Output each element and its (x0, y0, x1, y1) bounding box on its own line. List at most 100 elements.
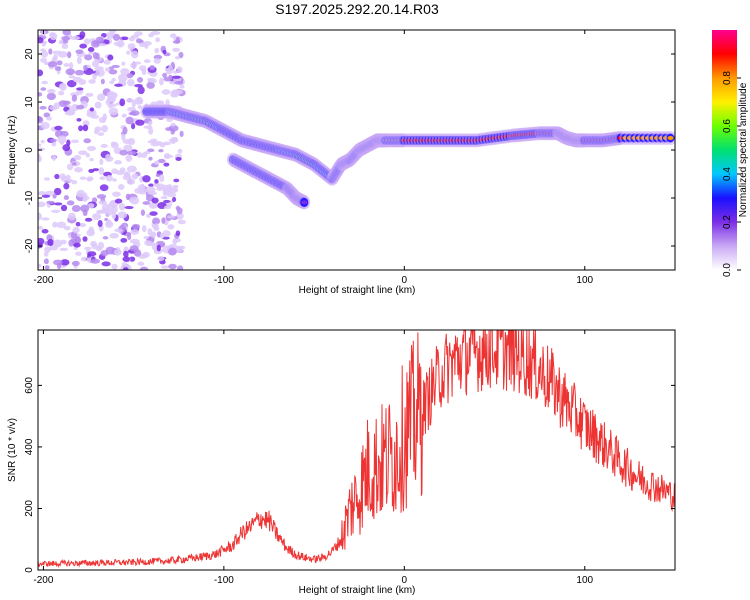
noise-blob (122, 256, 130, 263)
noise-blob (177, 148, 183, 154)
noise-blob (148, 127, 154, 135)
noise-blob (58, 39, 64, 45)
noise-blob (52, 221, 58, 228)
noise-blob (38, 191, 47, 196)
noise-blob (97, 241, 105, 250)
noise-blob (40, 121, 50, 130)
noise-blob (163, 154, 174, 158)
noise-blob (38, 116, 44, 124)
noise-blob (142, 175, 151, 183)
noise-blob (131, 123, 136, 130)
noise-blob (124, 205, 134, 210)
noise-blob (43, 258, 49, 265)
noise-blob (98, 43, 107, 47)
noise-blob (175, 246, 184, 253)
noise-blob (119, 98, 126, 107)
noise-blob (97, 93, 106, 101)
noise-blob (114, 228, 124, 233)
noise-blob (135, 96, 143, 103)
noise-blob (91, 243, 98, 250)
figure-title: S197.2025.292.20.14.R03 (275, 1, 439, 17)
noise-blob (108, 103, 118, 107)
noise-blob (79, 43, 88, 49)
noise-blob (76, 87, 84, 91)
colorbar-gradient (712, 30, 737, 270)
noise-blob (126, 78, 135, 87)
noise-blob (63, 195, 70, 201)
noise-blob (62, 36, 70, 42)
noise-blob (114, 83, 123, 87)
noise-blob (150, 231, 157, 238)
spectrogram-ytick-label: 0 (24, 147, 35, 153)
noise-blob (113, 249, 122, 256)
snr-xlabel: Height of straight line (km) (299, 585, 416, 596)
noise-blob (140, 209, 146, 216)
noise-blob (53, 239, 63, 248)
noise-blob (47, 88, 56, 94)
spectrogram-ytick-label: -10 (24, 190, 35, 205)
noise-blob (137, 184, 146, 191)
noise-blob (58, 100, 68, 108)
noise-blob (117, 211, 128, 219)
noise-blob (112, 178, 117, 182)
noise-blob (173, 89, 184, 95)
noise-blob (46, 92, 56, 101)
noise-blob (78, 125, 84, 132)
noise-blob (76, 189, 86, 198)
noise-blob (122, 174, 132, 181)
noise-blob (106, 219, 112, 226)
noise-blob (92, 52, 98, 59)
noise-blob (148, 183, 154, 187)
noise-blob (59, 247, 69, 252)
noise-blob (76, 56, 82, 65)
noise-blob (75, 49, 84, 54)
noise-blob (41, 194, 51, 198)
noise-blob (54, 125, 63, 131)
noise-blob (148, 201, 158, 209)
noise-blob (144, 43, 149, 49)
noise-blob (56, 221, 67, 229)
noise-blob (66, 200, 75, 206)
noise-blob (121, 61, 126, 66)
noise-blob (57, 135, 67, 144)
noise-blob (41, 217, 50, 221)
noise-blob (159, 174, 165, 183)
noise-blob (74, 167, 83, 173)
noise-blob (61, 43, 69, 50)
snr-ytick-label: 0 (24, 567, 35, 573)
noise-blob (147, 120, 153, 126)
noise-blob (38, 143, 42, 147)
noise-blob (80, 204, 90, 213)
snr-xtick-label: 0 (402, 575, 408, 586)
noise-blob (76, 117, 82, 122)
noise-blob (161, 217, 166, 224)
noise-blob (63, 225, 71, 231)
snr-xtick-label: 100 (576, 575, 593, 586)
noise-blob (163, 76, 172, 82)
noise-blob (71, 103, 79, 112)
noise-blob (109, 80, 115, 85)
noise-blob (43, 177, 51, 181)
noise-blob (176, 212, 184, 220)
noise-blob (51, 141, 57, 147)
noise-blob (154, 47, 160, 54)
noise-blob (135, 119, 145, 126)
noise-blob (140, 152, 148, 158)
noise-blob (170, 136, 178, 142)
noise-blob (90, 114, 100, 119)
colorbar-ticks: 0.0 0.2 0.4 0.6 0.8 (722, 71, 741, 277)
noise-blob (40, 139, 45, 144)
noise-blob (146, 213, 151, 218)
noise-blob (120, 237, 128, 243)
noise-blob (88, 226, 95, 235)
noise-blob (62, 30, 71, 36)
noise-blob (157, 158, 166, 164)
colorbar-tick-label: 0.8 (722, 71, 733, 85)
colorbar-label: Normalized spectral amplitude (738, 82, 749, 217)
noise-blob (160, 195, 168, 200)
noise-blob (101, 261, 111, 267)
noise-blob (114, 198, 123, 204)
noise-blob (175, 230, 181, 237)
noise-blob (40, 87, 47, 91)
noise-blob (63, 182, 70, 190)
